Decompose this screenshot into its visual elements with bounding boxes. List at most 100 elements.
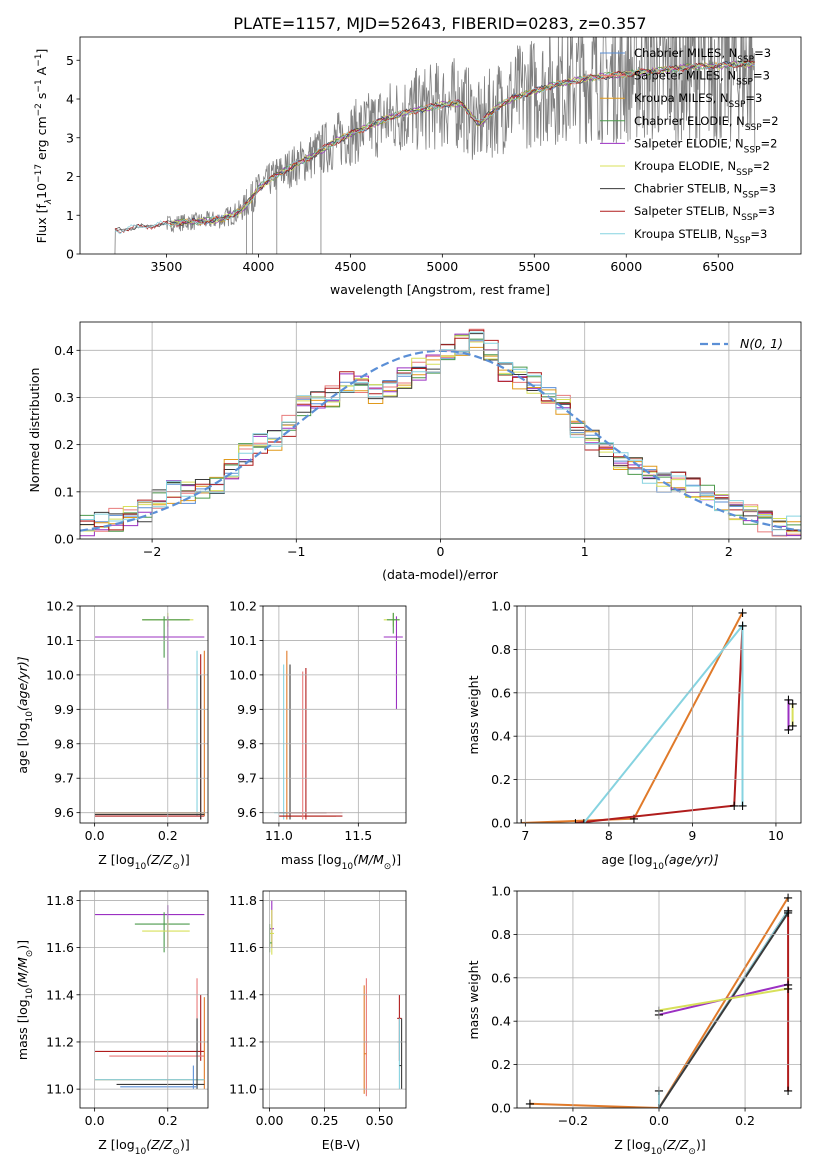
y-tick-label: 5: [66, 53, 74, 68]
legend-label: N(0, 1): [740, 336, 783, 351]
axes-frame: [79, 605, 209, 824]
x-tick-label: 0: [437, 544, 445, 559]
y-tick-label: 9.6: [237, 805, 257, 820]
legend-label: Chabrier ELODIE, NSSP=2: [634, 114, 779, 133]
y-tick-label: 11.0: [229, 1082, 257, 1097]
y-tick-label: 11.0: [46, 1082, 74, 1097]
x-axis-label: Z [log10(Z/Z⊙)]: [98, 1137, 189, 1157]
x-tick-label: 0.2: [158, 1113, 178, 1128]
y-tick-label: 9.7: [237, 771, 257, 786]
plot-area-spectrum: [114, 37, 756, 254]
panel-massweight_vs_Z: + ++++++++++++++−0.2 0.0 0.20.00.20.40.60.8…: [466, 884, 802, 1157]
legend-label: Salpeter MILES, NSSP=3: [634, 69, 770, 88]
y-tick-label: 0.3: [54, 390, 74, 405]
y-tick-label: 10.2: [229, 599, 257, 614]
x-axis-label: age [log10(age/yr)]: [601, 852, 718, 872]
y-tick-label: 9.8: [54, 736, 74, 751]
y-axis-label: mass weight: [466, 960, 481, 1039]
y-axis-label: Flux [fλ10−17 erg cm−2 s−1 A−1]: [34, 49, 54, 244]
y-tick-label: 0.2: [491, 772, 511, 787]
x-tick-label: 0.0: [649, 1113, 669, 1128]
series-orange_model: [521, 612, 744, 823]
legend-label: Salpeter ELODIE, NSSP=2: [634, 136, 777, 155]
y-tick-label: 1.0: [491, 884, 511, 899]
x-tick-label: 5500: [518, 259, 550, 274]
plot-area-age_vs_mass: [274, 612, 403, 820]
y-tick-label: 0.4: [54, 343, 74, 358]
plot-area-age_vs_Z: [94, 612, 205, 820]
axes-frame: [516, 890, 802, 1109]
x-tick-label: 2: [725, 544, 733, 559]
y-tick-label: 0.2: [491, 1057, 511, 1072]
y-tick-label: 0.6: [491, 970, 511, 985]
axes-frame: [516, 605, 802, 824]
x-tick-label: 1: [581, 544, 589, 559]
y-axis-label: mass weight: [466, 675, 481, 754]
y-axis-label: Normed distribution: [27, 368, 42, 493]
axes-frame: [262, 890, 407, 1109]
y-tick-label: 0.2: [54, 437, 74, 452]
x-tick-label: 0.00: [256, 1113, 284, 1128]
x-tick-label: 3500: [151, 259, 183, 274]
plot-area-mass_vs_ebv: [269, 900, 403, 1097]
x-tick-label: 6000: [610, 259, 642, 274]
x-tick-label: −0.2: [558, 1113, 588, 1128]
x-tick-label: 0.0: [85, 1113, 105, 1128]
legend-label: Chabrier MILES, NSSP=3: [634, 46, 771, 65]
x-tick-label: 0.50: [366, 1113, 394, 1128]
axes-frame: [79, 36, 802, 255]
data-point: +: [578, 817, 589, 832]
panel-age_vs_Z: 0.0 0.2 9.6 9.7 9.8 9.9 10.0 10.1 10.2 Z [log10(Z…: [15, 599, 209, 872]
x-tick-label: 6500: [702, 259, 734, 274]
y-tick-label: 0.8: [491, 927, 511, 942]
data-point: +: [628, 812, 639, 827]
data-point: +: [783, 693, 794, 708]
panel-spectrum: 3500 4000 4500 5000 5500 6000 6500 0 1 2 3 4 5 Chabri…: [34, 36, 802, 297]
legend-label: Kroupa MILES, NSSP=3: [634, 91, 762, 110]
y-tick-label: 9.9: [54, 702, 74, 717]
y-axis-label: mass [log10(M/M⊙)]: [15, 940, 35, 1060]
panel-age_vs_mass: 11.0 11.5 9.6 9.7 9.8 9.9 10.0 10.1 10.2 mass [lo…: [229, 599, 407, 872]
y-tick-label: 9.6: [54, 805, 74, 820]
panel-mass_vs_Z: 0.0 0.2 11.0 11.2 11.4 11.6 11.8 Z [log10(Z/Z⊙)…: [15, 890, 209, 1157]
y-tick-label: 0.4: [491, 1014, 511, 1029]
data-point: +: [737, 606, 748, 621]
x-tick-label: 4500: [334, 259, 366, 274]
x-tick-label: 5000: [426, 259, 458, 274]
data-point: +: [737, 799, 748, 814]
y-tick-label: 0: [66, 247, 74, 262]
y-tick-label: 9.7: [54, 771, 74, 786]
data-point: +: [783, 904, 794, 919]
data-point: +: [737, 619, 748, 634]
y-tick-label: 11.2: [46, 1034, 74, 1049]
x-tick-label: 7: [521, 828, 529, 843]
y-tick-label: 0.1: [54, 484, 74, 499]
y-tick-label: 1.0: [491, 599, 511, 614]
model-spectrum-kroupa_stelib: [114, 61, 756, 235]
series-salpeter_stelib: [575, 625, 744, 823]
legend-label: Salpeter STELIB, NSSP=3: [634, 204, 775, 223]
plot-area-massweight_vs_age: + ++++++++++++: [517, 606, 798, 832]
figure-title: PLATE=1157, MJD=52643, FIBERID=0283, z=0…: [233, 14, 646, 33]
x-tick-label: 0.0: [85, 828, 105, 843]
y-tick-label: 11.6: [229, 940, 257, 955]
x-tick-label: 0.2: [158, 828, 178, 843]
y-tick-label: 10.1: [229, 633, 257, 648]
series-chabrier_stelib: [658, 912, 789, 1108]
axes-frame: [262, 605, 407, 824]
panel-mass_vs_ebv: 0.00 0.25 0.50 11.0 11.2 11.4 11.6 11.8 E(B-V): [229, 890, 407, 1152]
x-axis-label: Z [log10(Z/Z⊙)]: [614, 1137, 705, 1157]
x-tick-label: 9: [688, 828, 696, 843]
y-tick-label: 11.4: [229, 987, 257, 1002]
y-tick-label: 10.2: [46, 599, 74, 614]
model-spectrum-chabrier_stelib: [114, 60, 756, 232]
x-axis-label: E(B-V): [322, 1137, 361, 1152]
y-tick-label: 11.8: [229, 893, 257, 908]
x-tick-label: −2: [143, 544, 161, 559]
series-kroupa_elodie: [658, 987, 789, 1012]
y-tick-label: 9.8: [237, 736, 257, 751]
axes-frame: [79, 890, 209, 1109]
x-tick-label: 0.2: [735, 1113, 755, 1128]
y-tick-label: 2: [66, 169, 74, 184]
